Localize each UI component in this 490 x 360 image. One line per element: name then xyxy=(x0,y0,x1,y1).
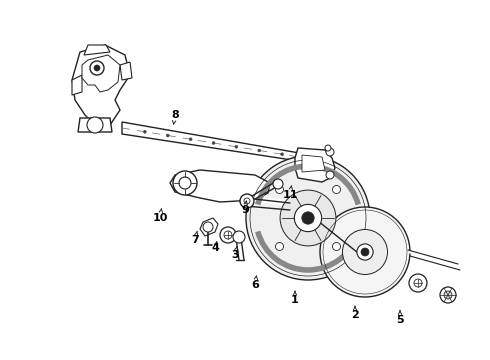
Polygon shape xyxy=(82,55,120,92)
Polygon shape xyxy=(295,148,335,182)
Circle shape xyxy=(294,204,321,231)
Circle shape xyxy=(179,177,191,189)
Circle shape xyxy=(224,231,232,239)
Circle shape xyxy=(275,185,284,194)
Text: 3: 3 xyxy=(231,250,239,260)
Text: 5: 5 xyxy=(396,315,404,325)
Circle shape xyxy=(333,185,341,194)
Text: 6: 6 xyxy=(251,280,259,290)
Polygon shape xyxy=(122,122,305,162)
Text: 4: 4 xyxy=(211,243,219,253)
Polygon shape xyxy=(302,155,325,172)
Polygon shape xyxy=(78,118,112,132)
Circle shape xyxy=(320,207,410,297)
Circle shape xyxy=(302,212,314,224)
Text: 8: 8 xyxy=(171,110,179,120)
Circle shape xyxy=(357,244,373,260)
Polygon shape xyxy=(170,170,270,202)
Circle shape xyxy=(333,243,341,251)
Circle shape xyxy=(173,171,197,195)
Circle shape xyxy=(189,138,192,141)
Circle shape xyxy=(94,65,100,71)
Polygon shape xyxy=(120,62,132,80)
Circle shape xyxy=(409,274,427,292)
Circle shape xyxy=(280,190,336,246)
Circle shape xyxy=(90,61,104,75)
Polygon shape xyxy=(72,75,82,95)
Circle shape xyxy=(240,194,254,208)
Circle shape xyxy=(414,279,422,287)
Circle shape xyxy=(233,231,245,243)
Text: 1: 1 xyxy=(291,295,299,305)
Circle shape xyxy=(325,145,331,151)
Circle shape xyxy=(258,149,261,152)
Polygon shape xyxy=(200,218,218,236)
Circle shape xyxy=(444,291,452,299)
Circle shape xyxy=(440,287,456,303)
Circle shape xyxy=(361,248,369,256)
Circle shape xyxy=(203,222,213,232)
Circle shape xyxy=(87,117,103,133)
Text: 7: 7 xyxy=(191,235,199,245)
Circle shape xyxy=(275,243,284,251)
Text: 9: 9 xyxy=(241,205,249,215)
Circle shape xyxy=(343,230,388,274)
Circle shape xyxy=(326,148,334,156)
Circle shape xyxy=(220,227,236,243)
Text: 11: 11 xyxy=(282,190,298,200)
Circle shape xyxy=(326,171,334,179)
Circle shape xyxy=(212,141,215,144)
Polygon shape xyxy=(72,45,130,125)
Circle shape xyxy=(144,130,147,133)
Circle shape xyxy=(281,153,284,156)
Circle shape xyxy=(235,145,238,148)
Circle shape xyxy=(166,134,169,137)
Text: 10: 10 xyxy=(152,213,168,223)
Circle shape xyxy=(246,156,370,280)
Text: 2: 2 xyxy=(351,310,359,320)
Circle shape xyxy=(244,198,250,204)
Polygon shape xyxy=(84,45,110,55)
Circle shape xyxy=(273,179,283,189)
